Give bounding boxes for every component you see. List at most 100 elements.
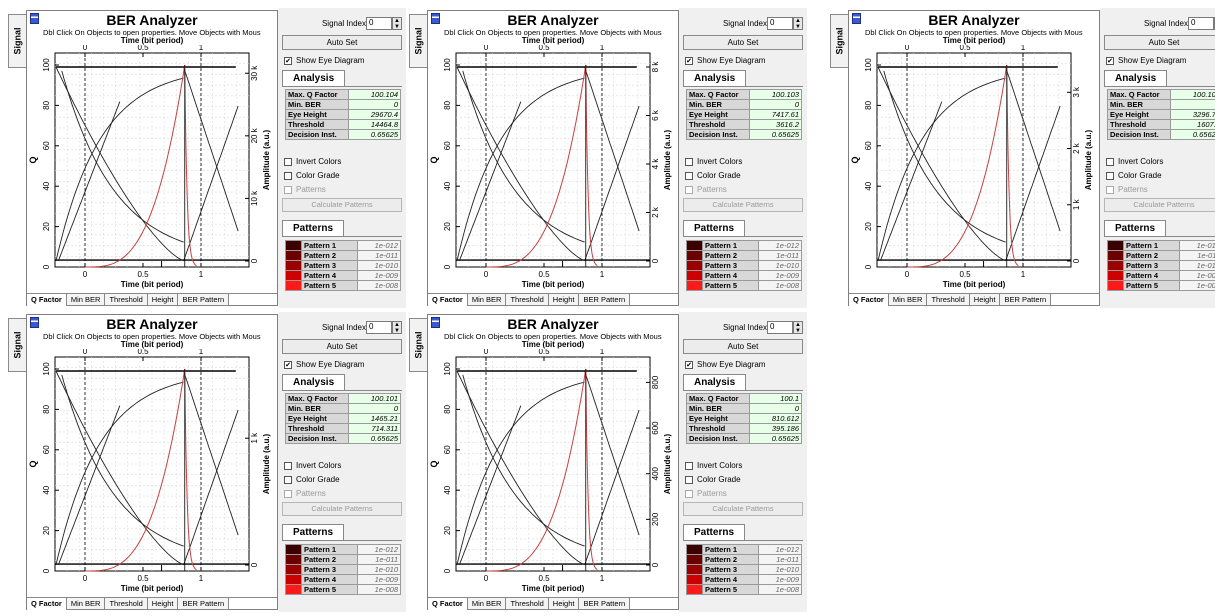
tab-ber-pattern[interactable]: BER Pattern	[579, 294, 630, 306]
show-eye-diagram-checkbox[interactable]: ✔Show Eye Diagram	[284, 360, 364, 369]
tab-min-ber[interactable]: Min BER	[468, 294, 507, 306]
show-eye-diagram-checkbox-box[interactable]: ✔	[1106, 57, 1114, 65]
pattern-color-swatch[interactable]	[687, 565, 703, 575]
auto-set-button[interactable]: Auto Set	[683, 35, 803, 50]
tab-threshold[interactable]: Threshold	[506, 294, 548, 306]
color-grade-checkbox[interactable]: Color Grade	[1106, 171, 1162, 180]
signal-index-spinner[interactable]: ▲▼	[392, 17, 402, 30]
show-eye-diagram-checkbox-box[interactable]: ✔	[685, 57, 693, 65]
pattern-color-swatch[interactable]	[286, 241, 302, 251]
tab-q-factor[interactable]: Q Factor	[428, 598, 468, 610]
pattern-color-swatch[interactable]	[687, 261, 703, 271]
pattern-row[interactable]: Pattern 11e-012	[1108, 241, 1215, 251]
tab-q-factor[interactable]: Q Factor	[849, 294, 889, 306]
invert-colors-checkbox-box[interactable]	[284, 158, 292, 166]
show-eye-diagram-checkbox-box[interactable]: ✔	[284, 57, 292, 65]
invert-colors-checkbox-box[interactable]	[685, 462, 693, 470]
tab-height[interactable]: Height	[549, 294, 580, 306]
signal-index-input[interactable]: 0	[366, 321, 392, 334]
signal-index-input[interactable]: 0	[366, 17, 392, 30]
tab-ber-pattern[interactable]: BER Pattern	[178, 598, 229, 610]
invert-colors-checkbox-box[interactable]	[284, 462, 292, 470]
tab-threshold[interactable]: Threshold	[105, 598, 147, 610]
tab-min-ber[interactable]: Min BER	[67, 294, 106, 306]
color-grade-checkbox[interactable]: Color Grade	[685, 475, 741, 484]
show-eye-diagram-checkbox[interactable]: ✔Show Eye Diagram	[685, 360, 765, 369]
invert-colors-checkbox-box[interactable]	[1106, 158, 1114, 166]
pattern-row[interactable]: Pattern 31e-010	[1108, 261, 1215, 271]
signal-tab[interactable]: Signal	[409, 14, 427, 68]
tab-ber-pattern[interactable]: BER Pattern	[579, 598, 630, 610]
show-eye-diagram-checkbox[interactable]: ✔Show Eye Diagram	[685, 56, 765, 65]
signal-index-spinner[interactable]: ▲▼	[793, 17, 803, 30]
pattern-color-swatch[interactable]	[286, 281, 302, 291]
pattern-color-swatch[interactable]	[1108, 241, 1124, 251]
invert-colors-checkbox[interactable]: Invert Colors	[1106, 157, 1163, 166]
pattern-color-swatch[interactable]	[687, 251, 703, 261]
pattern-color-swatch[interactable]	[286, 261, 302, 271]
tab-threshold[interactable]: Threshold	[927, 294, 969, 306]
pattern-color-swatch[interactable]	[286, 251, 302, 261]
pattern-row[interactable]: Pattern 21e-011	[1108, 251, 1215, 261]
signal-index-input[interactable]: 0	[1188, 17, 1214, 30]
show-eye-diagram-checkbox-box[interactable]: ✔	[685, 361, 693, 369]
pattern-color-swatch[interactable]	[286, 555, 302, 565]
tab-ber-pattern[interactable]: BER Pattern	[178, 294, 229, 306]
tab-height[interactable]: Height	[549, 598, 580, 610]
auto-set-button[interactable]: Auto Set	[1104, 35, 1215, 50]
pattern-row[interactable]: Pattern 41e-009	[1108, 271, 1215, 281]
tab-min-ber[interactable]: Min BER	[889, 294, 928, 306]
pattern-color-swatch[interactable]	[1108, 281, 1124, 291]
color-grade-checkbox[interactable]: Color Grade	[284, 475, 340, 484]
tab-height[interactable]: Height	[148, 598, 179, 610]
show-eye-diagram-checkbox-box[interactable]: ✔	[284, 361, 292, 369]
tab-ber-pattern[interactable]: BER Pattern	[1000, 294, 1051, 306]
pattern-color-swatch[interactable]	[1108, 271, 1124, 281]
pattern-color-swatch[interactable]	[687, 241, 703, 251]
pattern-color-swatch[interactable]	[1108, 261, 1124, 271]
auto-set-button[interactable]: Auto Set	[282, 35, 402, 50]
tab-threshold[interactable]: Threshold	[506, 598, 548, 610]
pattern-color-swatch[interactable]	[286, 271, 302, 281]
tab-threshold[interactable]: Threshold	[105, 294, 147, 306]
invert-colors-checkbox[interactable]: Invert Colors	[284, 461, 341, 470]
pattern-color-swatch[interactable]	[286, 545, 302, 555]
signal-tab[interactable]: Signal	[409, 318, 427, 372]
signal-index-spinner[interactable]: ▲▼	[392, 321, 402, 334]
pattern-color-swatch[interactable]	[286, 565, 302, 575]
tab-min-ber[interactable]: Min BER	[67, 598, 106, 610]
pattern-color-swatch[interactable]	[687, 575, 703, 585]
signal-tab[interactable]: Signal	[8, 14, 26, 68]
pattern-color-swatch[interactable]	[286, 585, 302, 595]
pattern-color-swatch[interactable]	[1108, 251, 1124, 261]
pattern-color-swatch[interactable]	[687, 555, 703, 565]
pattern-color-swatch[interactable]	[687, 545, 703, 555]
tab-q-factor[interactable]: Q Factor	[27, 294, 67, 306]
signal-tab[interactable]: Signal	[830, 14, 848, 68]
signal-index-spinner[interactable]: ▲▼	[793, 321, 803, 334]
invert-colors-checkbox[interactable]: Invert Colors	[284, 157, 341, 166]
tab-q-factor[interactable]: Q Factor	[428, 294, 468, 306]
signal-tab[interactable]: Signal	[8, 318, 26, 372]
pattern-color-swatch[interactable]	[687, 585, 703, 595]
pattern-row[interactable]: Pattern 51e-008	[1108, 281, 1215, 291]
